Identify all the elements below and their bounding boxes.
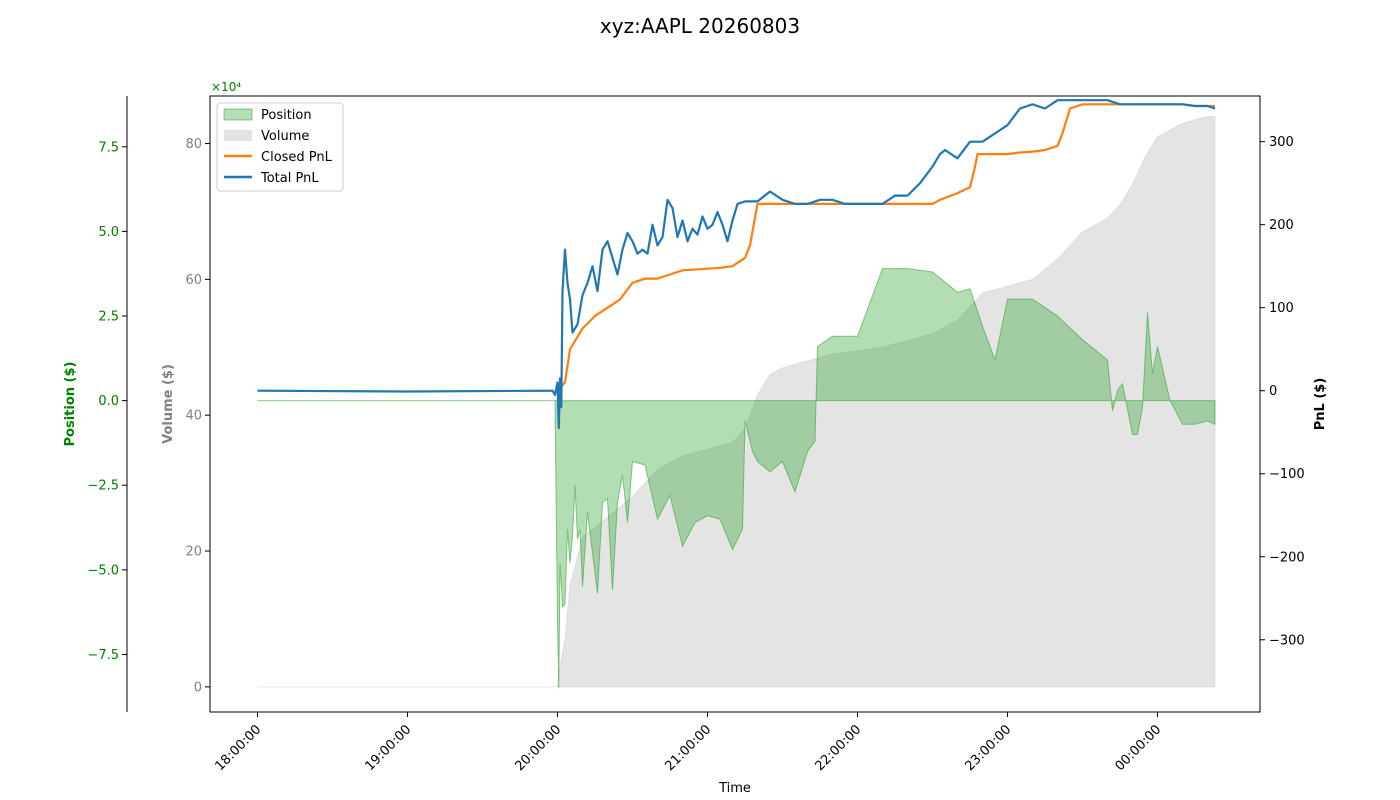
axis-pnl-tick-label: 200 xyxy=(1269,218,1294,233)
legend-swatch-position xyxy=(223,108,253,121)
position-offset-text: ×10⁴ xyxy=(211,80,241,94)
legend-label-position: Position xyxy=(261,108,312,123)
volume-axis: 0 20 40 60 80 xyxy=(185,137,210,695)
axis-pnl-tick-label: −100 xyxy=(1269,467,1305,482)
series-total-pnl-line xyxy=(257,99,1216,430)
volume-axis-label: Volume ($) xyxy=(161,364,176,444)
axis-position-tick-label: −2.5 xyxy=(87,479,119,494)
pnl-axis-label: PnL ($) xyxy=(1313,378,1328,431)
legend-item-total-pnl: Total PnL xyxy=(224,171,319,186)
axis-pnl-tick-label: −300 xyxy=(1269,633,1305,648)
axis-position-tick-label: 7.5 xyxy=(98,140,119,155)
legend-label-total-pnl: Total PnL xyxy=(260,171,319,186)
x-tick-label: 21:00:00 xyxy=(662,722,714,774)
chart-title: xyz:AAPL 20260803 xyxy=(600,14,800,38)
axis-volume-tick-label: 40 xyxy=(185,409,202,424)
series-position-area xyxy=(257,268,1216,689)
legend: Position Volume Closed PnL Total PnL xyxy=(216,102,344,192)
x-tick-label: 19:00:00 xyxy=(362,722,414,774)
axis-position-tick-label: 5.0 xyxy=(98,225,119,240)
axis-position-tick-label: 0.0 xyxy=(98,394,119,409)
axis-position-tick-label: 2.5 xyxy=(98,310,119,325)
x-tick-label: 23:00:00 xyxy=(962,722,1014,774)
x-tick-label: 22:00:00 xyxy=(812,722,864,774)
plot-frame xyxy=(209,95,1261,713)
axis-volume-tick-label: 0 xyxy=(194,680,202,695)
x-tick-label: 00:00:00 xyxy=(1112,722,1164,774)
axis-pnl-tick-label: 300 xyxy=(1269,135,1294,150)
axis-pnl-tick-label: −200 xyxy=(1269,550,1305,565)
position-axis-label: Position ($) xyxy=(63,362,78,447)
axis-pnl-tick-label: 0 xyxy=(1269,384,1277,399)
area-layer xyxy=(257,115,1216,689)
axis-volume-tick-label: 60 xyxy=(185,273,202,288)
legend-label-closed-pnl: Closed PnL xyxy=(261,150,333,165)
legend-item-closed-pnl: Closed PnL xyxy=(224,150,333,165)
x-axis-label: Time xyxy=(718,781,751,796)
legend-item-volume: Volume xyxy=(224,129,309,144)
series-closed-pnl-line xyxy=(556,103,1215,392)
legend-item-position: Position xyxy=(223,108,312,123)
axis-position-tick-label: −5.0 xyxy=(87,563,119,578)
axis-volume-tick-label: 80 xyxy=(185,137,202,152)
series-volume-area xyxy=(257,115,1216,688)
pnl-axis: −300 −200 −100 0 100 200 300 xyxy=(1260,135,1305,648)
position-axis: −7.5 −5.0 −2.5 0.0 2.5 5.0 7.5 xyxy=(87,140,127,663)
legend-label-volume: Volume xyxy=(261,129,309,144)
x-tick-label: 18:00:00 xyxy=(212,722,264,774)
axis-position-tick-label: −7.5 xyxy=(87,648,119,663)
legend-swatch-volume xyxy=(224,130,252,141)
axis-pnl-tick-label: 100 xyxy=(1269,301,1294,316)
x-axis: 18:00:00 19:00:00 20:00:00 21:00:00 22:00:00… xyxy=(212,712,1164,774)
axis-volume-tick-label: 20 xyxy=(185,545,202,560)
x-tick-label: 20:00:00 xyxy=(512,722,564,774)
legend-box xyxy=(216,102,344,192)
line-layer xyxy=(257,99,1216,430)
